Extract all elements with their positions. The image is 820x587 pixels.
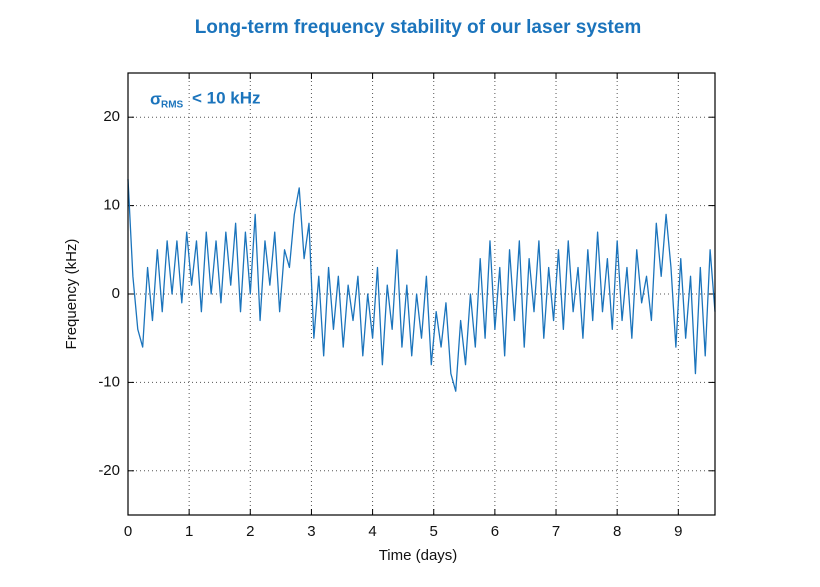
- x-tick-label: 2: [246, 523, 254, 540]
- annotation: σ RMS < 10 kHz: [150, 88, 261, 110]
- annotation-symbol: σ: [150, 89, 162, 108]
- x-tick-label: 7: [552, 523, 560, 540]
- x-tick-label: 4: [368, 523, 376, 540]
- x-axis-label: Time (days): [379, 547, 458, 564]
- x-tick-label: 5: [430, 523, 438, 540]
- annotation-text: < 10 kHz: [192, 88, 261, 107]
- x-tick-label: 8: [613, 523, 621, 540]
- x-tick-label: 6: [491, 523, 499, 540]
- y-axis-label: Frequency (kHz): [63, 239, 80, 350]
- x-tick-label: 0: [124, 523, 132, 540]
- y-tick-label: 0: [112, 285, 120, 302]
- annotation-subscript: RMS: [161, 100, 184, 111]
- plot-frame: [127, 72, 716, 516]
- y-tick-label: -10: [98, 373, 120, 390]
- y-tick-label: 20: [103, 108, 120, 125]
- y-tick-label: -20: [98, 462, 120, 479]
- x-tick-label: 3: [307, 523, 315, 540]
- chart-title: Long-term frequency stability of our las…: [195, 17, 642, 38]
- x-tick-label: 1: [185, 523, 193, 540]
- data-line: [127, 179, 716, 392]
- x-tick-label: 9: [674, 523, 682, 540]
- y-tick-label: 10: [103, 197, 120, 214]
